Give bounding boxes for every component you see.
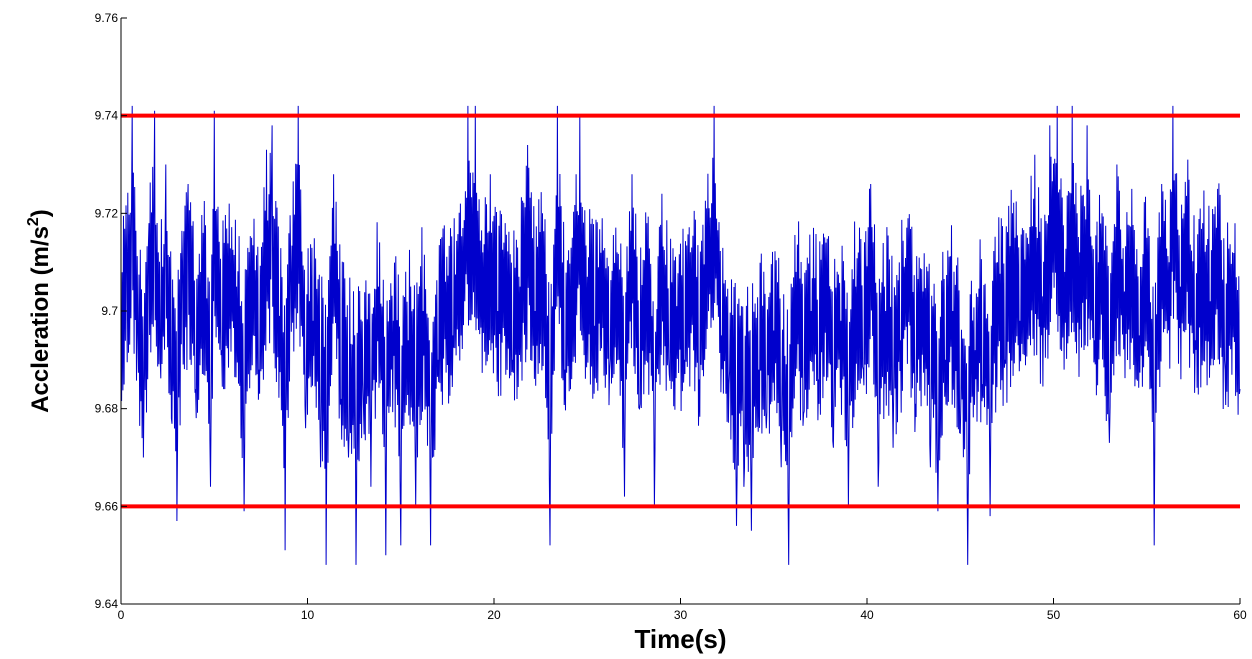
y-tick-label: 9.7 — [101, 304, 118, 318]
x-tick-label: 30 — [674, 608, 688, 622]
x-tick-label: 60 — [1233, 608, 1247, 622]
x-tick-label: 20 — [487, 608, 501, 622]
x-axis-ticks: 0 10 20 30 40 50 60 — [118, 598, 1247, 622]
y-tick-label: 9.68 — [95, 402, 119, 416]
reference-lines — [121, 113, 1240, 509]
y-tick-label: 9.64 — [95, 597, 119, 611]
y-axis-label-superscript: 2 — [25, 217, 42, 226]
plot-area — [120, 18, 1241, 604]
y-tick-label: 9.66 — [95, 499, 119, 513]
y-axis-label-suffix: ) — [27, 209, 54, 217]
x-tick-label: 50 — [1047, 608, 1061, 622]
series-line — [120, 105, 1241, 565]
y-tick-label: 9.76 — [95, 11, 119, 25]
y-axis-ticks: 9.64 9.66 9.68 9.7 9.72 9.74 9.76 — [95, 11, 127, 611]
x-tick-label: 10 — [301, 608, 315, 622]
y-tick-label: 9.72 — [95, 206, 119, 220]
x-tick-label: 40 — [860, 608, 874, 622]
y-axis-label-main: Accleration (m/s — [27, 226, 54, 413]
x-tick-label: 0 — [118, 608, 125, 622]
x-axis-label: Time(s) — [635, 624, 727, 654]
y-tick-label: 9.74 — [95, 109, 119, 123]
y-axis-label: Accleration (m/s2) — [25, 209, 54, 413]
series-layer — [120, 105, 1241, 565]
